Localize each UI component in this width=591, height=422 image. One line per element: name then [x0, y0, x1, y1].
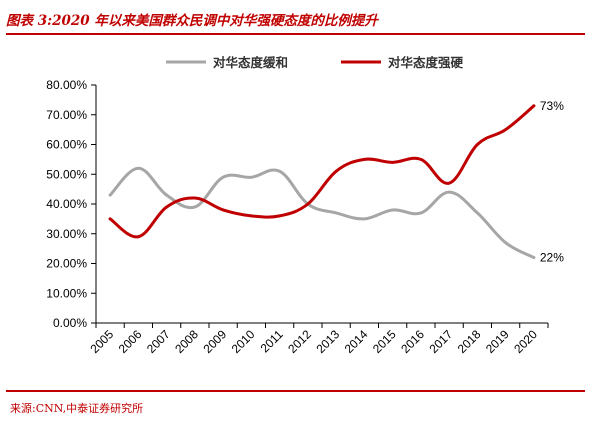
data-point — [165, 193, 169, 197]
title-rule — [6, 33, 585, 35]
data-point — [221, 208, 225, 212]
data-point — [391, 160, 395, 164]
data-point — [504, 241, 508, 245]
data-point — [249, 214, 253, 218]
y-tick-label: 0.00% — [53, 316, 87, 330]
x-tick-label: 2010 — [229, 327, 258, 356]
data-point — [165, 205, 169, 209]
x-tick-label: 2020 — [511, 327, 540, 356]
data-point — [249, 175, 253, 179]
data-point — [193, 196, 197, 200]
data-point — [278, 169, 282, 173]
end-label-soft: 22% — [540, 251, 564, 265]
chart-legend: 对华态度缓和 对华态度强硬 — [166, 55, 464, 70]
y-tick-label: 70.00% — [46, 108, 87, 122]
y-tick-label: 50.00% — [46, 167, 87, 181]
end-label-hard: 73% — [540, 99, 564, 113]
y-axis: 0.00% 10.00% 20.00% 30.00% 40.00% 50.00% 60.00… — [46, 78, 97, 330]
y-tick-label: 60.00% — [46, 138, 87, 152]
x-tick-label: 2014 — [342, 327, 371, 356]
data-point — [108, 217, 112, 221]
data-point — [532, 256, 536, 259]
data-point — [475, 211, 479, 215]
data-point — [362, 217, 366, 221]
data-point — [447, 181, 451, 185]
data-point — [419, 157, 423, 161]
y-tick-label: 40.00% — [46, 197, 87, 211]
x-tick-label: 2009 — [200, 327, 229, 356]
legend-label: 对华态度强硬 — [388, 55, 464, 70]
data-point — [221, 175, 225, 179]
x-axis: 2005 2006 2007 2008 2009 2010 2011 2012 2013 2014… — [87, 322, 549, 356]
y-tick-label: 10.00% — [46, 286, 87, 300]
footer-rule — [6, 390, 585, 392]
x-tick-label: 2016 — [398, 327, 427, 356]
figure-title: 图表 3:2020 年以来美国群众民调中对华强硬态度的比例提升 — [6, 13, 378, 29]
data-point — [362, 157, 366, 161]
data-point — [334, 169, 338, 173]
data-point — [419, 211, 423, 215]
line-chart: 对华态度缓和 对华态度强硬 0.00% 10.00% 20.00% 30.00% 40.0… — [46, 55, 564, 356]
x-tick-label: 2018 — [455, 327, 484, 356]
data-point — [475, 143, 479, 146]
x-tick-label: 2011 — [258, 327, 286, 355]
series-line-soft — [108, 166, 536, 260]
x-tick-label: 2013 — [313, 327, 342, 356]
x-tick-label: 2008 — [172, 327, 201, 356]
x-tick-label: 2005 — [87, 327, 116, 356]
data-point — [306, 202, 310, 206]
x-tick-label: 2015 — [370, 327, 399, 356]
source-note: 来源:CNN,中泰证券研究所 — [10, 402, 144, 415]
data-point — [278, 214, 282, 218]
x-tick-label: 2017 — [426, 327, 455, 356]
data-point — [136, 235, 140, 239]
y-tick-label: 20.00% — [46, 257, 87, 271]
plot-area: 22% 73% — [108, 99, 564, 265]
data-point — [108, 193, 112, 197]
x-tick-label: 2019 — [483, 327, 512, 356]
data-point — [334, 211, 338, 215]
data-point — [532, 104, 536, 108]
x-tick-label: 2007 — [144, 327, 173, 356]
data-point — [193, 205, 197, 209]
x-tick-label: 2012 — [285, 327, 314, 356]
y-tick-label: 30.00% — [46, 227, 87, 241]
x-tick-label: 2006 — [116, 327, 145, 356]
data-point — [447, 190, 451, 194]
data-point — [504, 128, 508, 132]
legend-label: 对华态度缓和 — [213, 55, 288, 70]
series-line-hard — [108, 104, 536, 239]
y-tick-label: 80.00% — [46, 78, 87, 92]
data-point — [391, 208, 395, 212]
data-point — [136, 166, 140, 170]
